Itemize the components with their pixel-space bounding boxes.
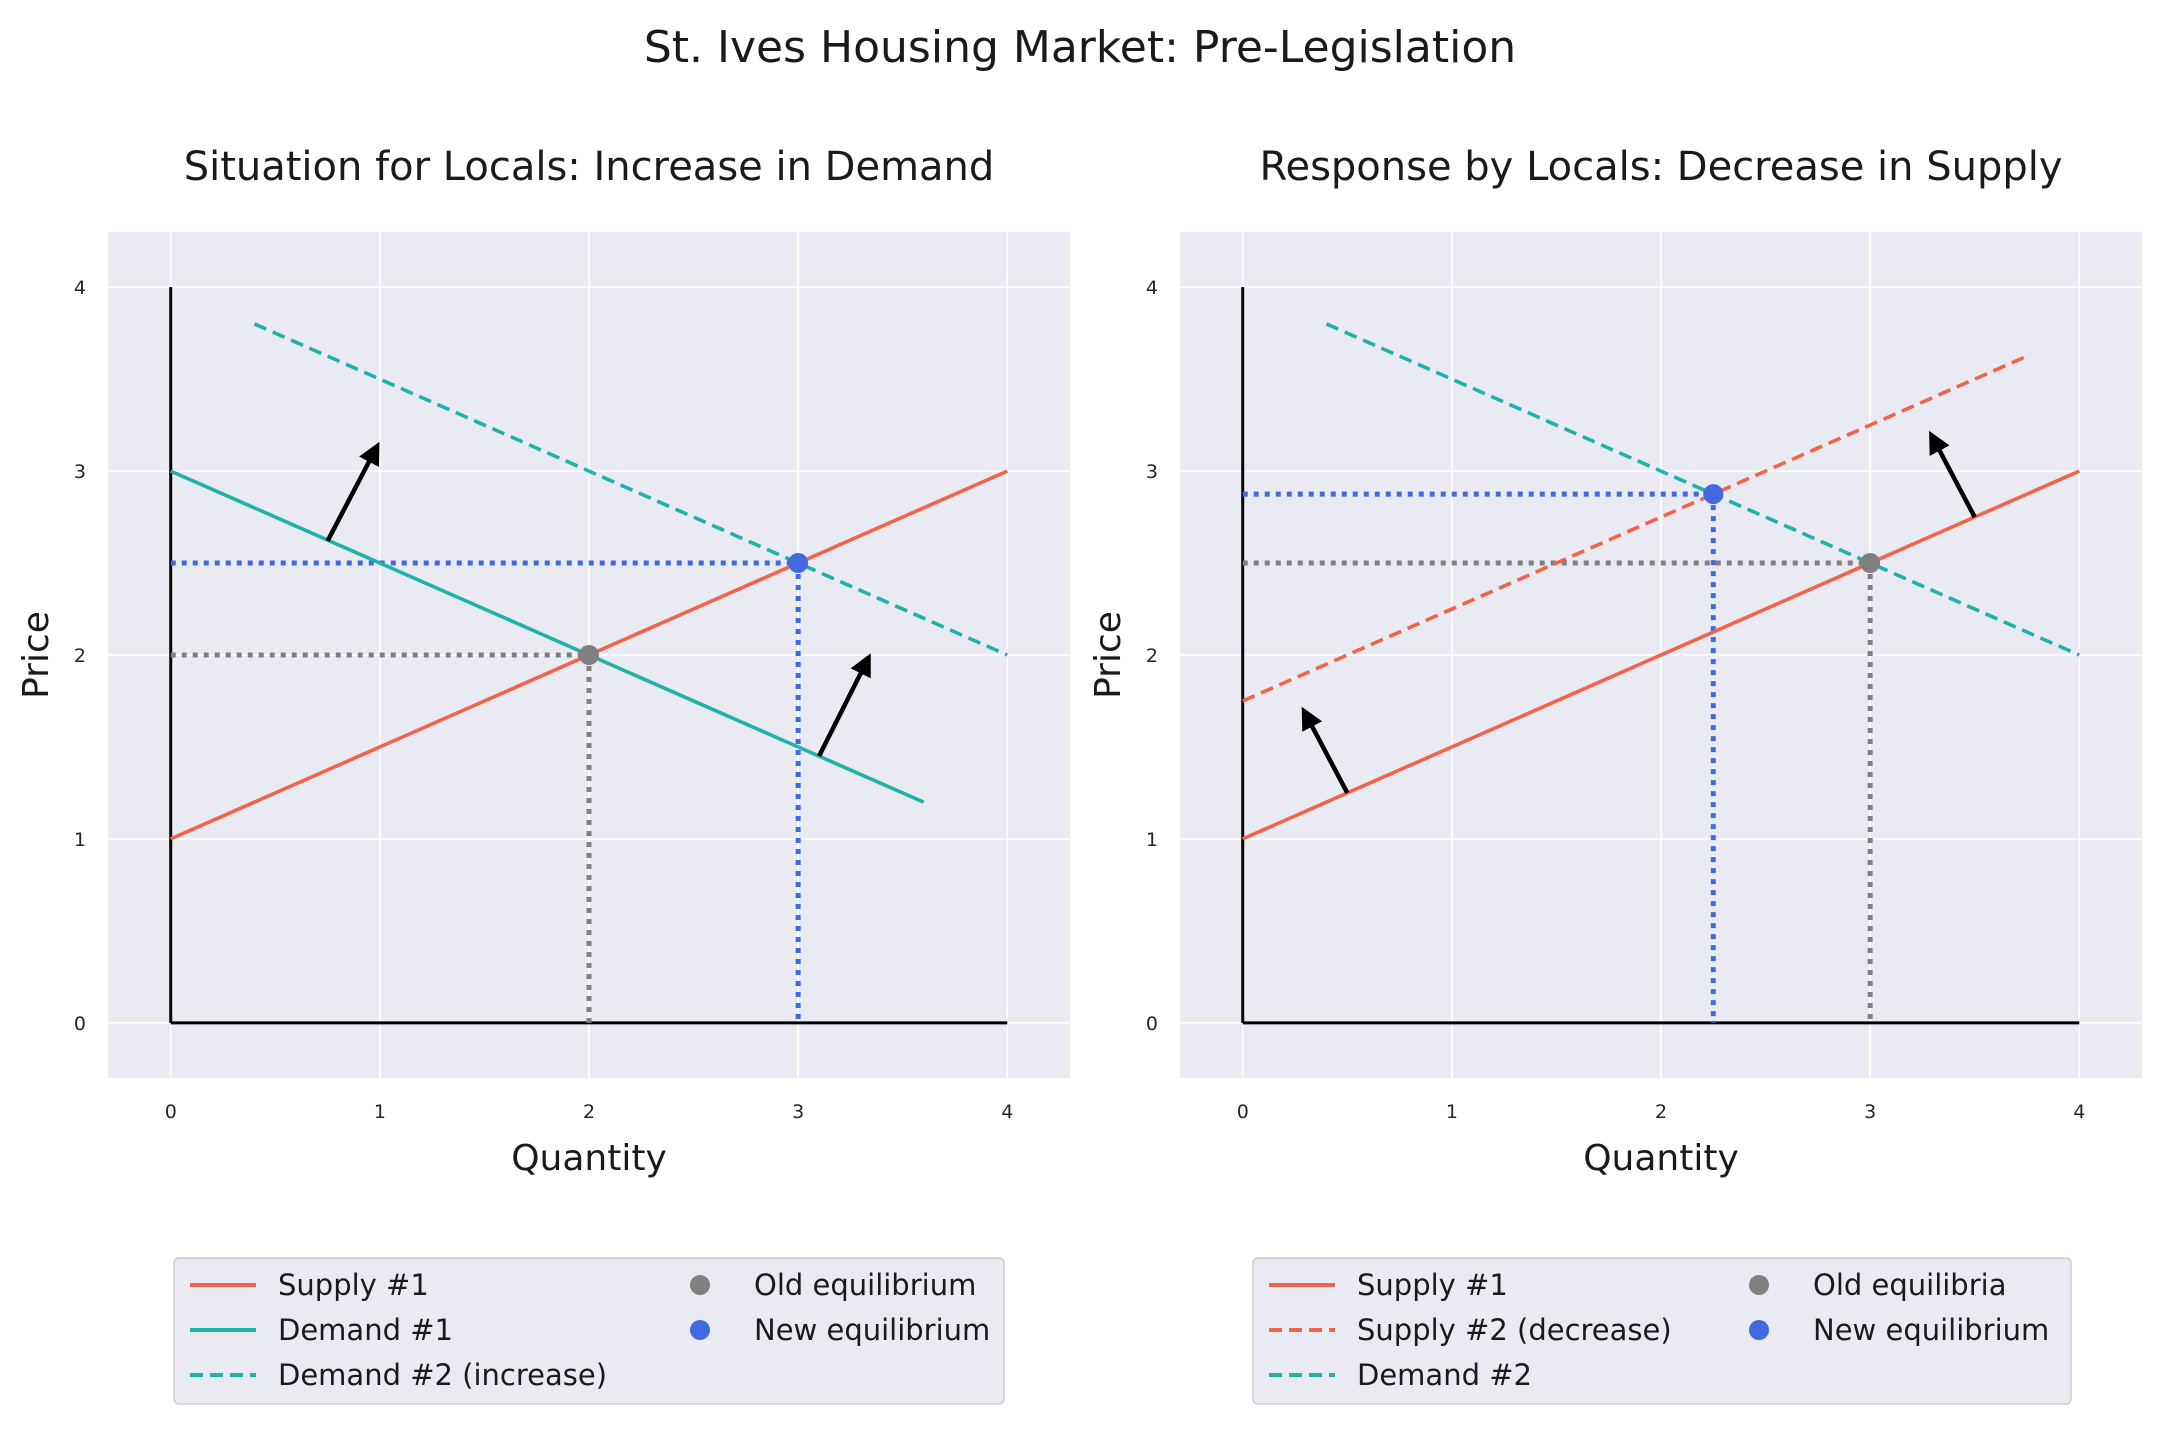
y-tick-label: 1	[1146, 829, 1158, 851]
x-tick-label: 4	[1001, 1101, 1013, 1123]
new-equilibrium-point	[788, 553, 809, 574]
series-line-demand-2	[1325, 322, 2080, 657]
panel-title: Situation for Locals: Increase in Demand	[184, 144, 995, 190]
shift-arrow	[325, 441, 380, 543]
old-equilibrium-point	[1860, 553, 1881, 574]
y-tick-label: 4	[74, 277, 86, 299]
legend-label: Supply #1	[278, 1268, 429, 1302]
legend-box	[1252, 1257, 2072, 1405]
x-tick-label: 3	[1864, 1101, 1876, 1123]
series-line-supply-1	[1242, 469, 2080, 841]
series-line-supply-2-decrease	[1242, 354, 2028, 703]
new-equilibrium-point	[1703, 484, 1724, 505]
series-line-demand-2-increase	[253, 322, 1008, 657]
old-equilibrium-point	[579, 645, 599, 665]
panel-2: 0 1 2 3 4 0 1 2 3 4 Response by Locals: Decrease i…	[1088, 144, 2142, 1405]
legend-swatch-marker	[690, 1275, 710, 1295]
panel-title: Response by Locals: Decrease in Supply	[1259, 144, 2062, 190]
legend-label: Old equilibria	[1813, 1268, 2006, 1302]
shift-arrow	[1929, 430, 1977, 519]
x-tick-label: 3	[792, 1101, 804, 1123]
x-tick-label: 1	[374, 1101, 386, 1123]
x-axis-label: Quantity	[1583, 1138, 1739, 1179]
legend-box	[173, 1257, 1005, 1405]
legend-swatch-marker	[690, 1320, 710, 1340]
y-tick-label: 0	[74, 1013, 86, 1035]
shift-arrow	[1301, 706, 1350, 794]
x-tick-label: 4	[2073, 1101, 2085, 1123]
shift-arrow	[817, 653, 871, 758]
x-tick-label: 0	[165, 1101, 177, 1123]
legend-label: Old equilibrium	[754, 1268, 976, 1302]
y-tick-label: 4	[1146, 277, 1158, 299]
legend-swatch-marker	[1749, 1275, 1769, 1295]
x-tick-label: 1	[1446, 1101, 1458, 1123]
y-tick-label: 0	[1146, 1013, 1158, 1035]
x-axis-label: Quantity	[511, 1138, 667, 1179]
figure-suptitle: St. Ives Housing Market: Pre-Legislation	[644, 22, 1516, 73]
y-tick-label: 3	[1146, 461, 1158, 483]
y-tick-label: 1	[74, 829, 86, 851]
y-tick-label: 3	[74, 461, 86, 483]
y-tick-label: 2	[74, 645, 86, 667]
legend: Supply #1 Demand #1 Demand #2 (increase) Ol…	[173, 1257, 1005, 1405]
legend-label: Demand #2 (increase)	[278, 1358, 607, 1392]
series-line-demand-1	[170, 469, 925, 804]
legend-label: Demand #2	[1357, 1358, 1532, 1392]
legend-label: Demand #1	[278, 1313, 453, 1347]
legend: Supply #1 Supply #2 (decrease) Demand #2 Ol…	[1252, 1257, 2072, 1405]
x-tick-label: 2	[1655, 1101, 1667, 1123]
legend-label: Supply #2 (decrease)	[1357, 1313, 1672, 1347]
legend-label: Supply #1	[1357, 1268, 1508, 1302]
panel-1: 0 1 2 3 4 0 1 2 3 4 Situation for Locals: Increase…	[16, 144, 1070, 1405]
y-axis-label: Price	[16, 611, 57, 699]
x-tick-label: 0	[1237, 1101, 1249, 1123]
y-axis-label: Price	[1088, 611, 1129, 699]
y-tick-label: 2	[1146, 645, 1158, 667]
legend-label: New equilibrium	[754, 1313, 990, 1347]
x-tick-label: 2	[583, 1101, 595, 1123]
legend-label: New equilibrium	[1813, 1313, 2049, 1347]
legend-swatch-marker	[1749, 1320, 1769, 1340]
